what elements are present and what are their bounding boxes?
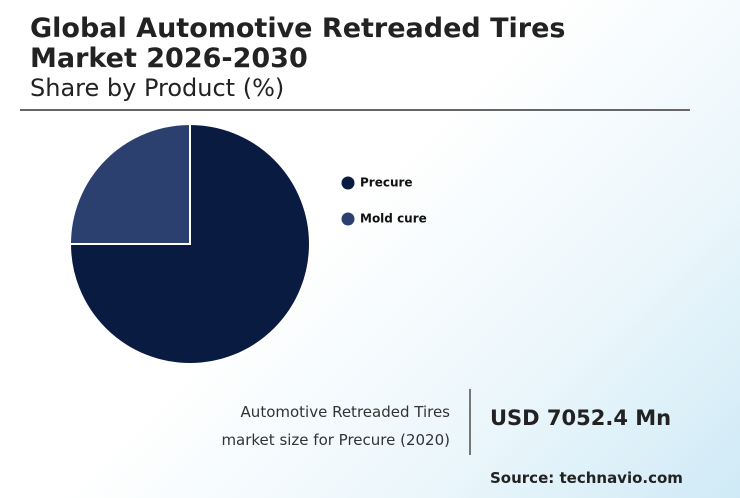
legend-label: Precure	[360, 176, 413, 190]
pie-slice	[68, 122, 191, 245]
info-value: USD 7052.4 Mn	[490, 406, 672, 430]
chart-title: Global Automotive Retreaded Tires Market…	[30, 13, 566, 74]
pie-slice	[68, 122, 311, 365]
divider	[469, 389, 471, 455]
legend-label: Mold cure	[360, 212, 427, 226]
chart-subtitle: Share by Product (%)	[30, 74, 285, 102]
source: Source: technavio.com	[490, 469, 683, 487]
legend-marker	[341, 212, 355, 226]
legend-marker	[341, 176, 355, 190]
rule	[20, 109, 690, 111]
info-text: Automotive Retreaded Tires market size f…	[221, 403, 450, 449]
